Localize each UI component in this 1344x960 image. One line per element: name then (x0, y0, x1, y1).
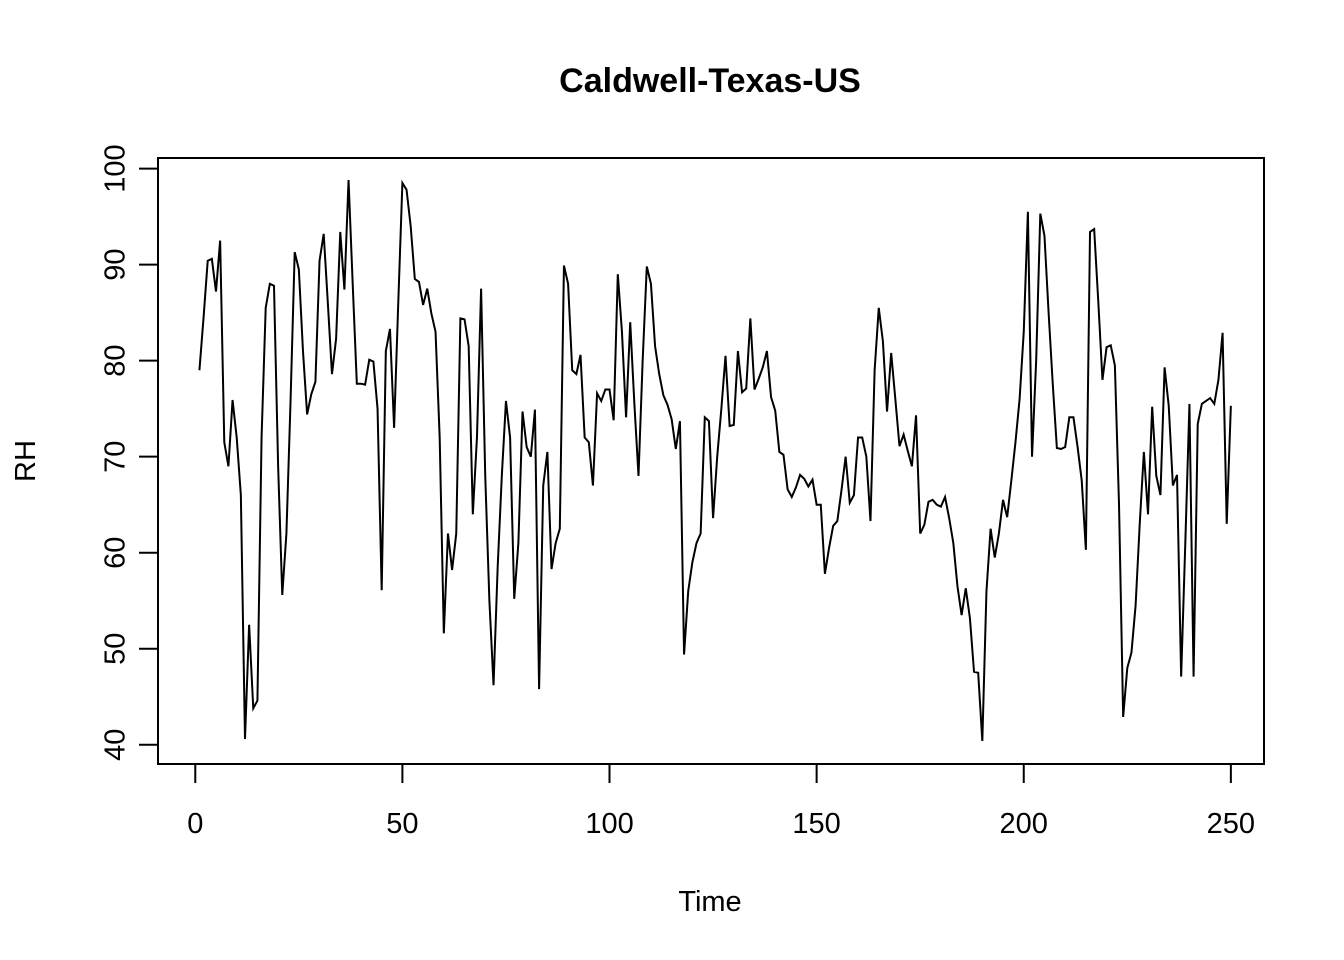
y-tick-label: 70 (100, 441, 132, 473)
y-axis: 40 50 60 70 80 90 100 (100, 144, 159, 761)
y-tick-label: 50 (100, 633, 132, 665)
series-line (198, 179, 1232, 742)
x-axis-title: Time (678, 886, 741, 918)
y-tick-label: 80 (100, 345, 132, 377)
x-tick-label: 50 (386, 808, 418, 840)
y-tick-label: 100 (100, 144, 132, 192)
y-tick-label: 60 (100, 537, 132, 569)
y-tick-label: 90 (100, 248, 132, 280)
series-layer (198, 179, 1232, 742)
x-tick-label: 250 (1207, 808, 1255, 840)
chart-title: Caldwell-Texas-US (559, 62, 861, 100)
y-axis-title: RH (10, 440, 42, 482)
x-axis: 0 50 100 150 200 250 (187, 763, 1255, 840)
y-tick-label: 40 (100, 729, 132, 761)
x-tick-label: 100 (585, 808, 633, 840)
x-tick-label: 150 (792, 808, 840, 840)
x-tick-label: 200 (1000, 808, 1048, 840)
x-tick-label: 0 (187, 808, 203, 840)
